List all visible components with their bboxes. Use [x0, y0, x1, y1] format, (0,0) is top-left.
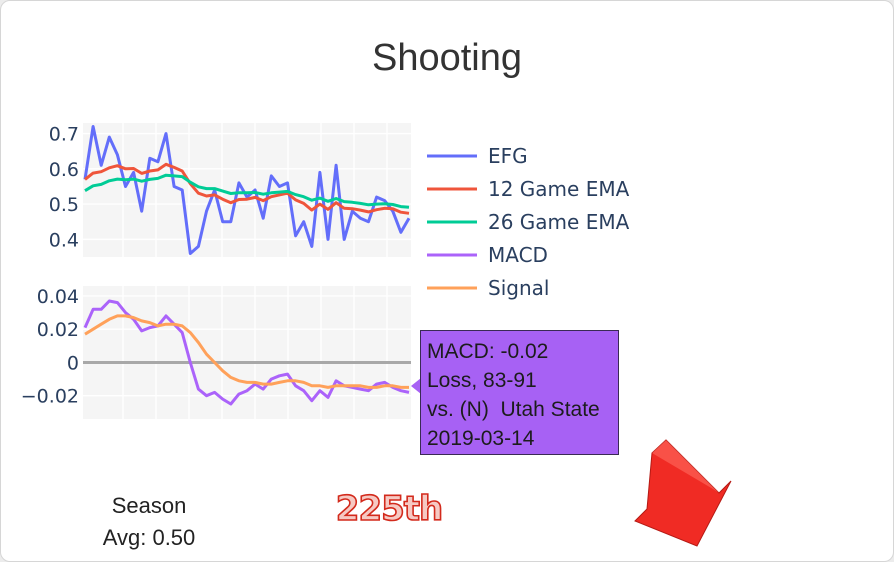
tooltip-macd: MACD: -0.02 — [427, 340, 549, 363]
rank-badge: 225th — [335, 488, 444, 530]
down-right-arrow-icon — [634, 439, 732, 547]
legend-label: Signal — [488, 276, 549, 300]
series-line-signal — [84, 314, 409, 389]
tooltip-date: 2019-03-14 — [427, 427, 535, 450]
macd-plot-bg — [83, 286, 411, 419]
macd-ytick-label: 0.02 — [37, 319, 79, 341]
legend-label: 12 Game EMA — [488, 177, 630, 201]
season-avg-value: Avg: 0.50 — [102, 525, 196, 550]
legend: EFG 12 Game EMA 26 Game EMA MACD Signal — [427, 144, 630, 300]
legend-item-12-game-ema[interactable]: 12 Game EMA — [427, 177, 630, 201]
arrow-highlight — [652, 440, 719, 493]
series-line-12-game-ema — [84, 162, 410, 215]
legend-item-26-game-ema[interactable]: 26 Game EMA — [427, 210, 630, 234]
efg-ytick-label: 0.4 — [49, 229, 79, 251]
macd-ytick-label: 0.04 — [37, 286, 79, 308]
page-title: Shooting — [371, 37, 522, 79]
legend-label: 26 Game EMA — [488, 210, 630, 234]
efg-plot: 0.4 0.5 0.6 0.7 — [49, 123, 411, 257]
efg-ytick-label: 0.5 — [49, 194, 79, 216]
legend-label: MACD — [488, 243, 548, 267]
macd-ytick-label: −0.02 — [21, 386, 79, 408]
series-line-macd — [83, 299, 410, 406]
macd-plot: −0.02 0 0.02 0.04 — [21, 286, 411, 419]
efg-plot-bg — [83, 123, 411, 257]
hover-tooltip: MACD: -0.02 Loss, 83-91 vs. (N) Utah Sta… — [420, 330, 619, 455]
season-label: Season — [111, 493, 187, 518]
legend-item-efg[interactable]: EFG — [427, 144, 528, 168]
efg-ytick-label: 0.7 — [49, 124, 79, 146]
efg-ytick-label: 0.6 — [49, 159, 79, 181]
legend-item-signal[interactable]: Signal — [427, 276, 549, 300]
arrow-shape — [634, 439, 732, 547]
tooltip-opponent: vs. (N) Utah State — [427, 398, 600, 421]
tooltip-pointer — [411, 378, 421, 394]
series-line-efg — [83, 125, 411, 255]
legend-label: EFG — [488, 144, 528, 168]
macd-ytick-label: 0 — [67, 352, 79, 374]
series-line-26-game-ema — [84, 173, 410, 209]
season-average: Season Avg: 0.50 — [89, 490, 209, 554]
legend-item-macd[interactable]: MACD — [427, 243, 548, 267]
tooltip-result: Loss, 83-91 — [427, 369, 537, 392]
